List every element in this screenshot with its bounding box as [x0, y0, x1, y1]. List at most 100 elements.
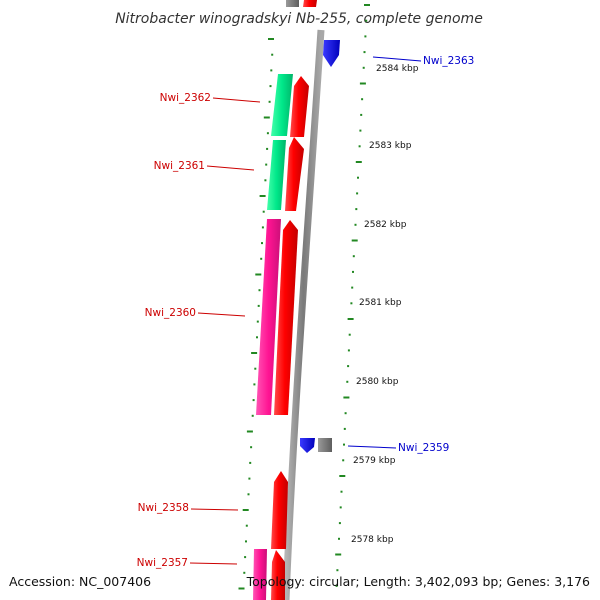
ring-dot — [250, 446, 253, 449]
ring-dot — [257, 304, 260, 307]
tick-label: 2583 kbp — [369, 141, 412, 151]
ring-dot — [364, 4, 370, 6]
ring-dot — [266, 132, 269, 135]
ring-dot — [352, 255, 355, 258]
ring-dot — [268, 100, 271, 103]
ring-dot — [247, 493, 250, 496]
ring-dot — [347, 365, 350, 368]
ring-dot — [354, 223, 357, 226]
gene-label-nwi-2360[interactable]: Nwi_2360 — [145, 307, 196, 319]
cog-bar-nwi-2360 — [256, 219, 281, 415]
ring-dot — [251, 414, 254, 417]
ring-dot — [270, 69, 273, 72]
ring-dot — [238, 587, 245, 590]
ring-dot — [265, 163, 268, 166]
ring-dot — [335, 584, 338, 587]
accession-text: Accession: NC_007406 — [9, 574, 151, 589]
ring-dot — [260, 257, 263, 260]
ring-dot — [343, 396, 350, 399]
gene-label-nwi-2359[interactable]: Nwi_2359 — [398, 442, 449, 454]
ring-dot — [340, 490, 343, 493]
feature-grey-top — [286, 0, 299, 7]
ring-dot — [365, 19, 368, 22]
ring-dot — [266, 147, 269, 150]
tick-label: 2582 kbp — [364, 220, 407, 230]
ring-dot — [347, 318, 354, 320]
ring-dot — [252, 399, 255, 402]
ring-dot — [356, 192, 359, 195]
gene-arrow-nwi-2361[interactable] — [285, 137, 304, 211]
ring-dot — [363, 51, 366, 54]
gene-arrow-nwi-2360[interactable] — [274, 220, 298, 415]
cog-bar-nwi-2357 — [253, 549, 267, 600]
gene-label-nwi-2362[interactable]: Nwi_2362 — [160, 92, 211, 104]
gene-arrow-nwi-2362[interactable] — [290, 76, 309, 137]
ring-dot — [244, 556, 247, 559]
ring-dot — [339, 506, 342, 509]
ring-dot — [254, 367, 257, 370]
dotted-rings — [238, 4, 370, 590]
scale-ticks: 2584 kbp 2583 kbp 2582 kbp 2581 kbp 2580… — [351, 64, 419, 545]
ring-dot — [355, 161, 362, 163]
ring-dot — [249, 461, 252, 464]
gene-label-nwi-2357[interactable]: Nwi_2357 — [137, 557, 188, 569]
ring-dot — [253, 383, 256, 386]
ring-dot — [264, 179, 267, 182]
ring-dot — [352, 270, 354, 273]
gene-arrow-nwi-2357[interactable] — [271, 550, 285, 600]
gene-label-nwi-2363[interactable]: Nwi_2363 — [423, 55, 474, 67]
ring-dot — [338, 522, 341, 525]
gene-arrow-nwi-2358[interactable] — [271, 471, 288, 549]
ring-dot — [251, 352, 258, 354]
tick-label: 2584 kbp — [376, 64, 419, 74]
ring-dot — [355, 208, 358, 211]
tick-label: 2581 kbp — [359, 298, 402, 308]
ring-dot — [364, 35, 367, 38]
ring-dot — [357, 176, 359, 179]
gene-labels: Nwi_2363 Nwi_2362 Nwi_2361 Nwi_2360 Nwi_… — [137, 55, 475, 569]
map-title: Nitrobacter winogradskyi Nb-255, complet… — [115, 11, 483, 27]
ring-dot — [348, 333, 351, 336]
ring-dot — [351, 286, 354, 289]
ring-dot — [248, 477, 251, 480]
ring-dot — [362, 66, 365, 69]
ring-dot — [344, 412, 347, 415]
ring-dot — [338, 537, 340, 540]
ring-dot — [268, 38, 274, 40]
ring-dot — [242, 509, 249, 511]
tick-label: 2580 kbp — [356, 377, 399, 387]
gene-label-nwi-2358[interactable]: Nwi_2358 — [138, 502, 189, 514]
ring-dot — [259, 195, 266, 197]
ring-dot — [255, 273, 262, 276]
ring-dot — [336, 569, 339, 572]
ring-dot — [358, 145, 361, 148]
ring-dot — [263, 116, 270, 119]
ring-dot — [343, 443, 345, 446]
ring-dot — [258, 289, 261, 292]
ring-dot — [360, 113, 363, 116]
ring-dot — [351, 239, 358, 242]
ring-dot — [346, 380, 349, 383]
ring-dot — [347, 349, 350, 352]
leader-lines — [189, 56, 422, 565]
ring-dot — [271, 53, 274, 56]
ring-dot — [339, 475, 346, 477]
genome-backbone — [282, 29, 325, 600]
ring-dot — [261, 242, 263, 245]
ring-dot — [342, 459, 345, 462]
ring-dot — [262, 210, 265, 213]
gene-label-nwi-2361[interactable]: Nwi_2361 — [154, 160, 205, 172]
ring-dot — [261, 226, 264, 229]
feature-grey-2359 — [318, 438, 332, 452]
ring-dot — [343, 427, 346, 430]
tick-label: 2578 kbp — [351, 535, 394, 545]
ring-dot — [245, 540, 247, 543]
ring-dot — [256, 320, 259, 323]
ring-dot — [335, 553, 342, 556]
ring-dot — [246, 430, 253, 433]
gene-arrow-nwi-2363[interactable] — [323, 40, 340, 67]
tick-label: 2579 kbp — [353, 456, 396, 466]
gene-arrow-nwi-2359[interactable] — [300, 438, 315, 453]
